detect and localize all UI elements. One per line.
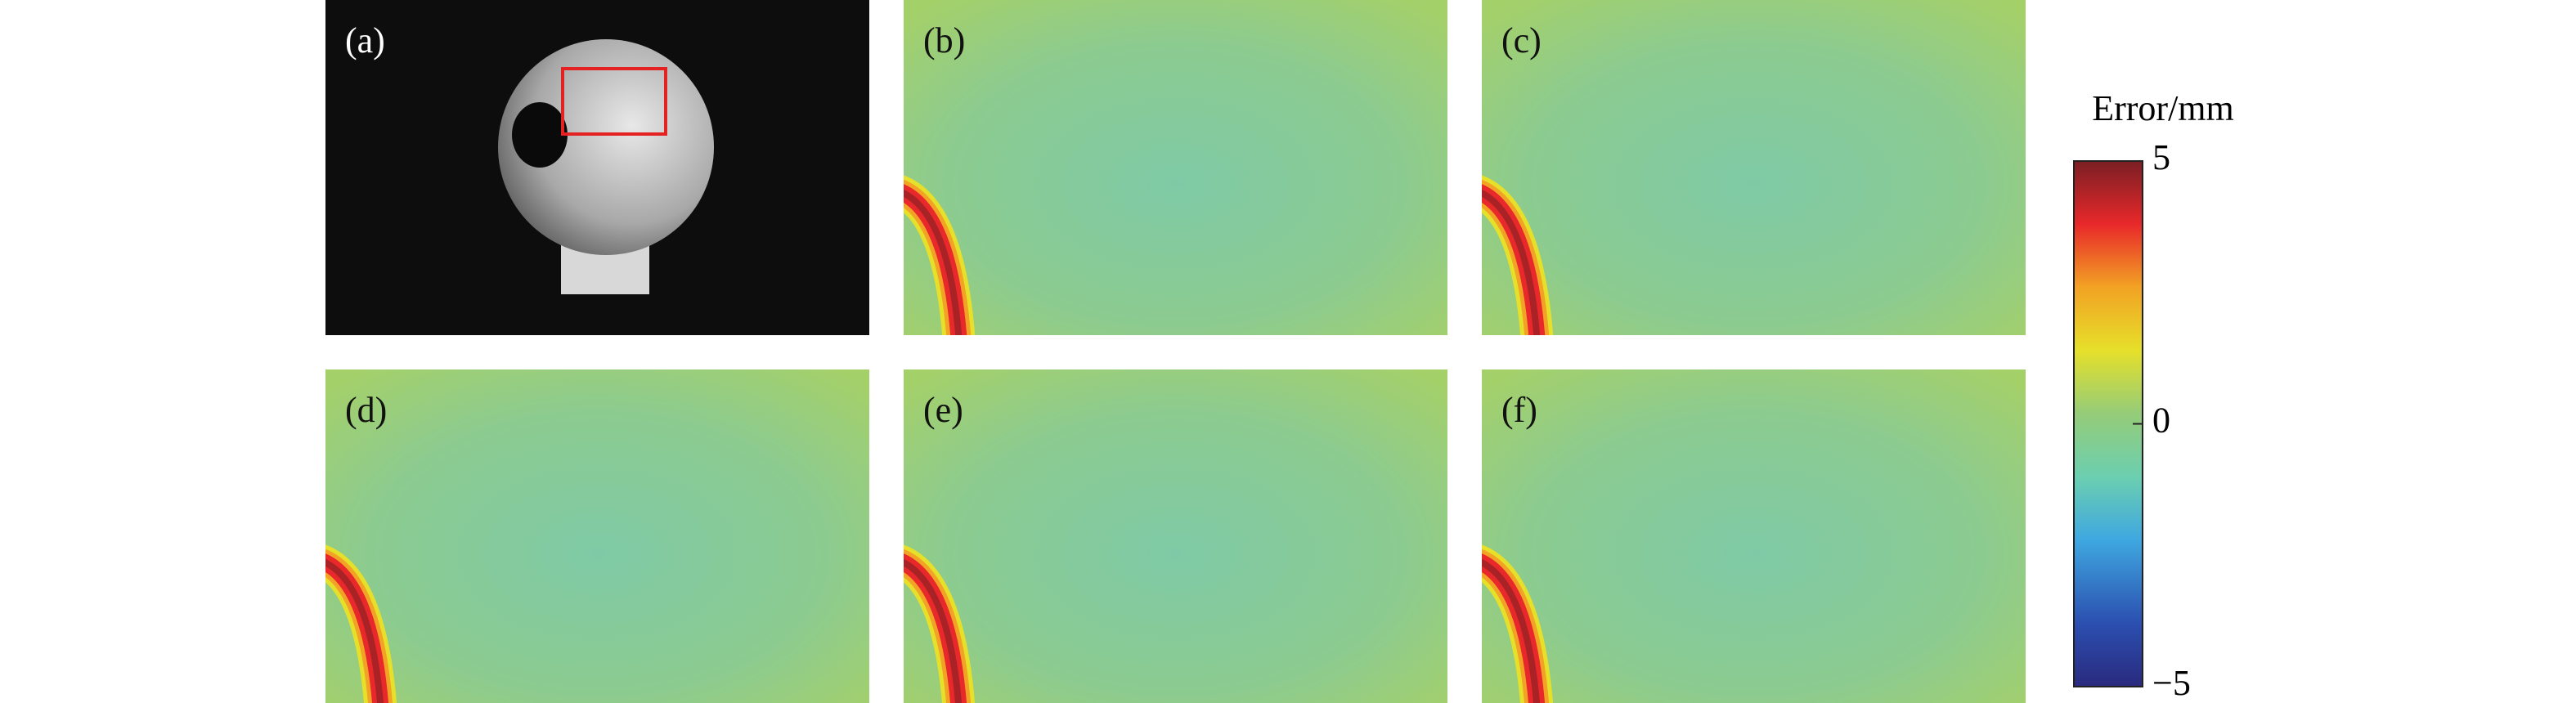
error-map (904, 0, 1447, 335)
colorbar-tick-label: 5 (2152, 137, 2170, 177)
edge-error (904, 189, 963, 335)
panel (904, 0, 1447, 335)
panel (325, 369, 869, 703)
panel (325, 0, 869, 335)
colorbar (2073, 160, 2143, 687)
edge-error (325, 558, 384, 703)
error-map (1482, 369, 2026, 703)
colorbar-title: Error/mm (2092, 88, 2234, 128)
panel (1482, 0, 2026, 335)
roi-box (561, 67, 667, 136)
panel-label: (b) (923, 20, 965, 60)
error-map (325, 369, 869, 703)
error-map (1482, 0, 2026, 335)
panel-label: (a) (345, 20, 385, 60)
panel-label: (e) (923, 390, 963, 430)
colorbar-tick-label: 0 (2152, 401, 2170, 441)
edge-error (1482, 558, 1540, 703)
edge-error (1482, 189, 1541, 335)
panel-label: (d) (345, 390, 387, 430)
hole (512, 102, 568, 168)
panel-label: (f) (1501, 390, 1537, 430)
panel (1482, 369, 2026, 703)
panel (904, 369, 1447, 703)
sphere (498, 39, 714, 255)
panel-label: (c) (1501, 20, 1542, 60)
edge-error (904, 558, 962, 703)
error-map (904, 369, 1447, 703)
colorbar-tick-label: −5 (2152, 663, 2191, 703)
